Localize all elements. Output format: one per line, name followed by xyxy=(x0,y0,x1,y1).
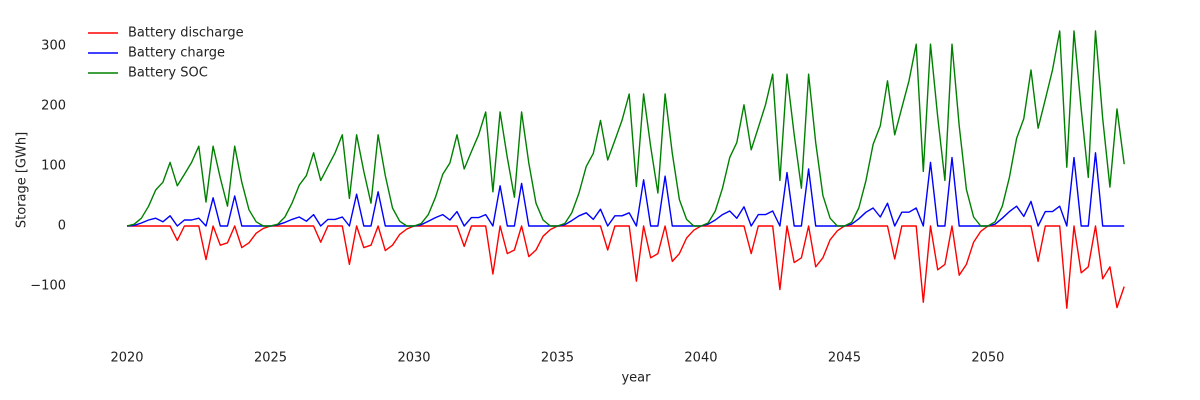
series-line xyxy=(127,225,1125,309)
x-tick-label: 2040 xyxy=(684,351,717,366)
x-tick-label: 2025 xyxy=(254,351,287,366)
legend-label: Battery SOC xyxy=(128,66,208,81)
legend-label: Battery charge xyxy=(128,46,225,61)
x-tick-label: 2030 xyxy=(397,351,430,366)
x-tick-label: 2050 xyxy=(971,351,1004,366)
y-tick-label: 100 xyxy=(41,159,66,174)
y-tick-label: 200 xyxy=(41,99,66,114)
series-line xyxy=(126,152,1125,227)
y-tick-label: −100 xyxy=(30,279,66,294)
x-tick-label: 2020 xyxy=(110,351,143,366)
y-tick-label: 300 xyxy=(41,39,66,54)
y-tick-label: 0 xyxy=(58,219,66,234)
x-tick-label: 2035 xyxy=(541,351,574,366)
series-line xyxy=(126,30,1125,227)
legend-label: Battery discharge xyxy=(128,26,244,41)
x-axis-label: year xyxy=(621,371,651,386)
x-tick-label: 2045 xyxy=(828,351,861,366)
y-axis-label: Storage [GWh] xyxy=(15,132,30,228)
